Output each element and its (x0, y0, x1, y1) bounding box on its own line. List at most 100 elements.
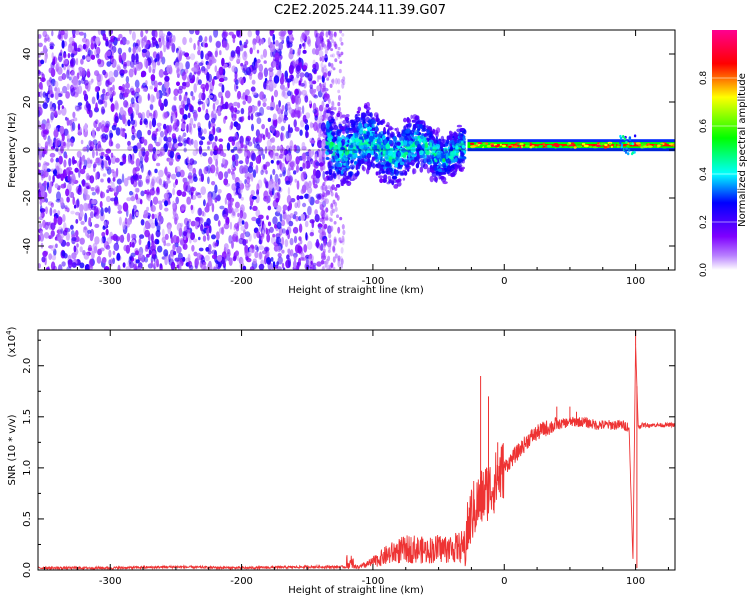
spectrogram-cell (400, 140, 404, 147)
spectrogram-cell (230, 50, 235, 58)
spectrogram-cell (110, 235, 117, 240)
colorbar-tick-label: 0.0 (699, 263, 709, 278)
spectrogram-cell (289, 237, 294, 246)
spectrogram-cell (238, 237, 244, 245)
spectrogram-cell (286, 35, 290, 45)
spectrogram-cell (79, 69, 83, 77)
spectrogram-cell (87, 229, 92, 234)
spectrogram-cell (442, 181, 448, 185)
spectrogram-cell (112, 177, 116, 182)
spectrogram-cell (310, 260, 313, 265)
spectrogram-cell (433, 176, 438, 182)
spectrogram-cell (174, 143, 179, 149)
spectrogram-cell (62, 141, 67, 149)
spectrogram-cell (78, 31, 85, 36)
spectrogram-cell (121, 36, 127, 46)
spectrogram-cell (454, 132, 457, 137)
spectrogram-cell (62, 229, 68, 236)
spectrogram-cell (40, 230, 43, 236)
spectrogram-cell (313, 94, 319, 99)
spectrogram-cell (319, 129, 323, 136)
spectrogram-cell (238, 160, 244, 165)
spectrogram-cell (258, 133, 263, 143)
spectrogram-cell (235, 79, 239, 86)
spectrogram-cell (250, 113, 254, 121)
spectrogram-cell (458, 158, 463, 164)
spectrogram-cell (319, 217, 323, 222)
spectrogram-cell (102, 69, 106, 76)
spectrogram-cell (141, 48, 148, 54)
spectrogram-cell (63, 30, 69, 38)
spectrogram-cell (63, 159, 67, 168)
spectrogram-cell (122, 155, 127, 165)
spectrogram-cell (58, 52, 63, 56)
spectrogram-cell (44, 56, 47, 64)
spectrogram-cell (135, 158, 141, 168)
tone-cell (520, 145, 524, 148)
spectrogram-cell (231, 111, 234, 119)
spectrogram-cell (204, 36, 208, 42)
spectrogram-cell (138, 150, 143, 158)
spectrogram-cell (395, 150, 401, 158)
spectrogram-cell (270, 151, 274, 159)
spectrogram-cell (318, 150, 323, 159)
spectrogram-cell (143, 209, 149, 219)
spectrogram-cell (169, 150, 175, 159)
spectrogram-cell (303, 80, 307, 89)
spectrogram-cell (140, 219, 145, 226)
spectrogram-cell (406, 159, 410, 165)
spectrogram-cell (187, 180, 190, 187)
spectrogram-cell (314, 199, 320, 204)
snr-y-ticks: 0.00.51.01.52.0 (22, 339, 675, 578)
spectrogram-cell (255, 209, 261, 217)
spectrogram-cell (150, 94, 155, 103)
spectrogram-cell (207, 250, 212, 255)
spectrogram-cell (324, 145, 330, 150)
spectrogram-cell (333, 238, 337, 243)
spectrogram-cell (155, 43, 160, 49)
spectrogram-cell (419, 149, 424, 156)
spectrogram-cell (147, 222, 151, 229)
tone-cell (569, 146, 573, 149)
spectrogram-cell (305, 258, 310, 266)
spectrogram-cell (75, 219, 79, 224)
spectrogram-cell (42, 219, 46, 229)
spectrogram-cell (351, 166, 354, 170)
spectrogram-cell (265, 85, 271, 91)
spectrogram-cell (234, 208, 239, 213)
spectrogram-cell (308, 254, 314, 262)
tone-cell (640, 143, 644, 147)
spectrogram-cell (182, 132, 187, 137)
spectrogram-cell (55, 198, 61, 203)
spectrogram-cell (329, 218, 333, 223)
spectrogram-cell (263, 246, 270, 252)
spectrogram-cell (201, 229, 206, 235)
spectrogram-cell (224, 115, 228, 120)
spectrogram-cell (244, 145, 248, 154)
spectrogram-cell (320, 165, 324, 172)
spectrogram-cell (295, 65, 301, 75)
spectrogram-cell (148, 65, 152, 73)
spectrogram-cell (63, 253, 68, 259)
spectrogram-cell (311, 90, 315, 97)
spectrogram-cell (39, 213, 43, 219)
spectrogram-cell (48, 253, 53, 260)
spectrogram-cell (298, 91, 303, 95)
spectrogram-cell (70, 53, 75, 58)
spectrogram-cell (301, 89, 308, 96)
spectrogram-cell (353, 150, 358, 154)
spectrogram-cell (207, 164, 211, 174)
spectrogram-cell (340, 263, 343, 269)
spectrogram-cell (240, 142, 244, 149)
spectrogram-cell (193, 64, 199, 73)
spectrogram-cell (239, 135, 244, 145)
spectrogram-cell (352, 127, 357, 133)
spectrogram-cell (240, 225, 246, 232)
spectrogram-cell (104, 120, 111, 128)
spectrogram-cell (214, 135, 218, 142)
spectrogram-cell (139, 121, 143, 126)
spectrogram-cell (189, 105, 194, 113)
spectrogram-cell (241, 258, 244, 266)
spectrogram-cell (185, 56, 191, 60)
